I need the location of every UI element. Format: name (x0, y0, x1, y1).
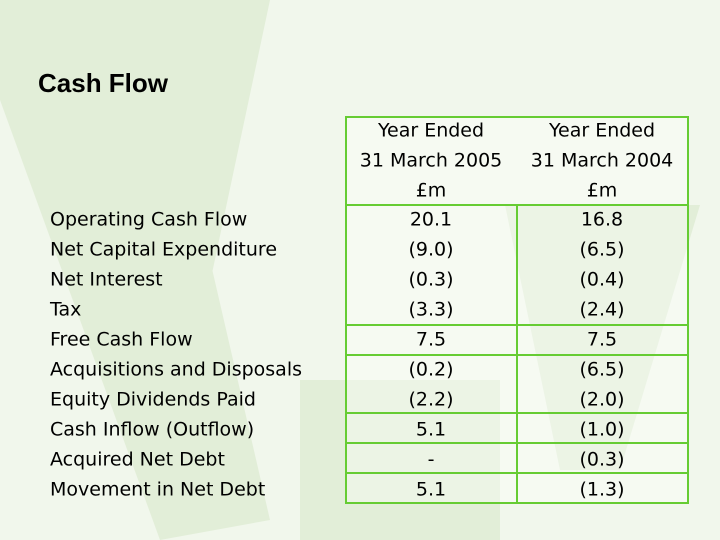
row-label: Tax (49, 299, 81, 321)
cell-value: (9.0) (408, 239, 453, 261)
column-header: Year Ended (548, 120, 655, 142)
watermark (0, 0, 700, 540)
table-rules (345, 116, 689, 504)
row-label: Acquisitions and Disposals (50, 359, 302, 381)
cell-value: (2.2) (408, 389, 453, 411)
cell-value: 7.5 (416, 329, 446, 351)
column-header: 31 March 2004 (531, 150, 674, 172)
row-label: Movement in Net Debt (50, 479, 265, 501)
cell-value: 20.1 (410, 209, 452, 231)
column-header: £m (416, 180, 447, 202)
cell-value: (6.5) (579, 239, 624, 261)
cell-value: (0.3) (579, 449, 624, 471)
row-label: Net Interest (50, 269, 163, 291)
row-label: Equity Dividends Paid (50, 389, 256, 411)
column-header: £m (587, 180, 618, 202)
cell-value: (0.4) (579, 269, 624, 291)
cell-value: (1.3) (579, 479, 624, 501)
row-label: Acquired Net Debt (50, 449, 225, 471)
row-label: Free Cash Flow (50, 329, 193, 351)
cell-value: (0.2) (408, 359, 453, 381)
cell-value: 5.1 (416, 419, 446, 441)
cell-value: 16.8 (581, 209, 623, 231)
cell-value: (3.3) (408, 299, 453, 321)
cell-value: - (428, 449, 435, 471)
cell-value: (1.0) (579, 419, 624, 441)
cell-value: 5.1 (416, 479, 446, 501)
row-label: Operating Cash Flow (50, 209, 247, 231)
cell-value: (2.4) (579, 299, 624, 321)
column-header: 31 March 2005 (360, 150, 503, 172)
cell-value: 7.5 (587, 329, 617, 351)
cell-value: (0.3) (408, 269, 453, 291)
row-label: Net Capital Expenditure (50, 239, 277, 261)
column-header: Year Ended (377, 120, 484, 142)
row-label: Cash Inflow (Outflow) (50, 419, 254, 441)
slide-title: Cash Flow (38, 68, 169, 98)
cell-value: (2.0) (579, 389, 624, 411)
cell-value: (6.5) (579, 359, 624, 381)
